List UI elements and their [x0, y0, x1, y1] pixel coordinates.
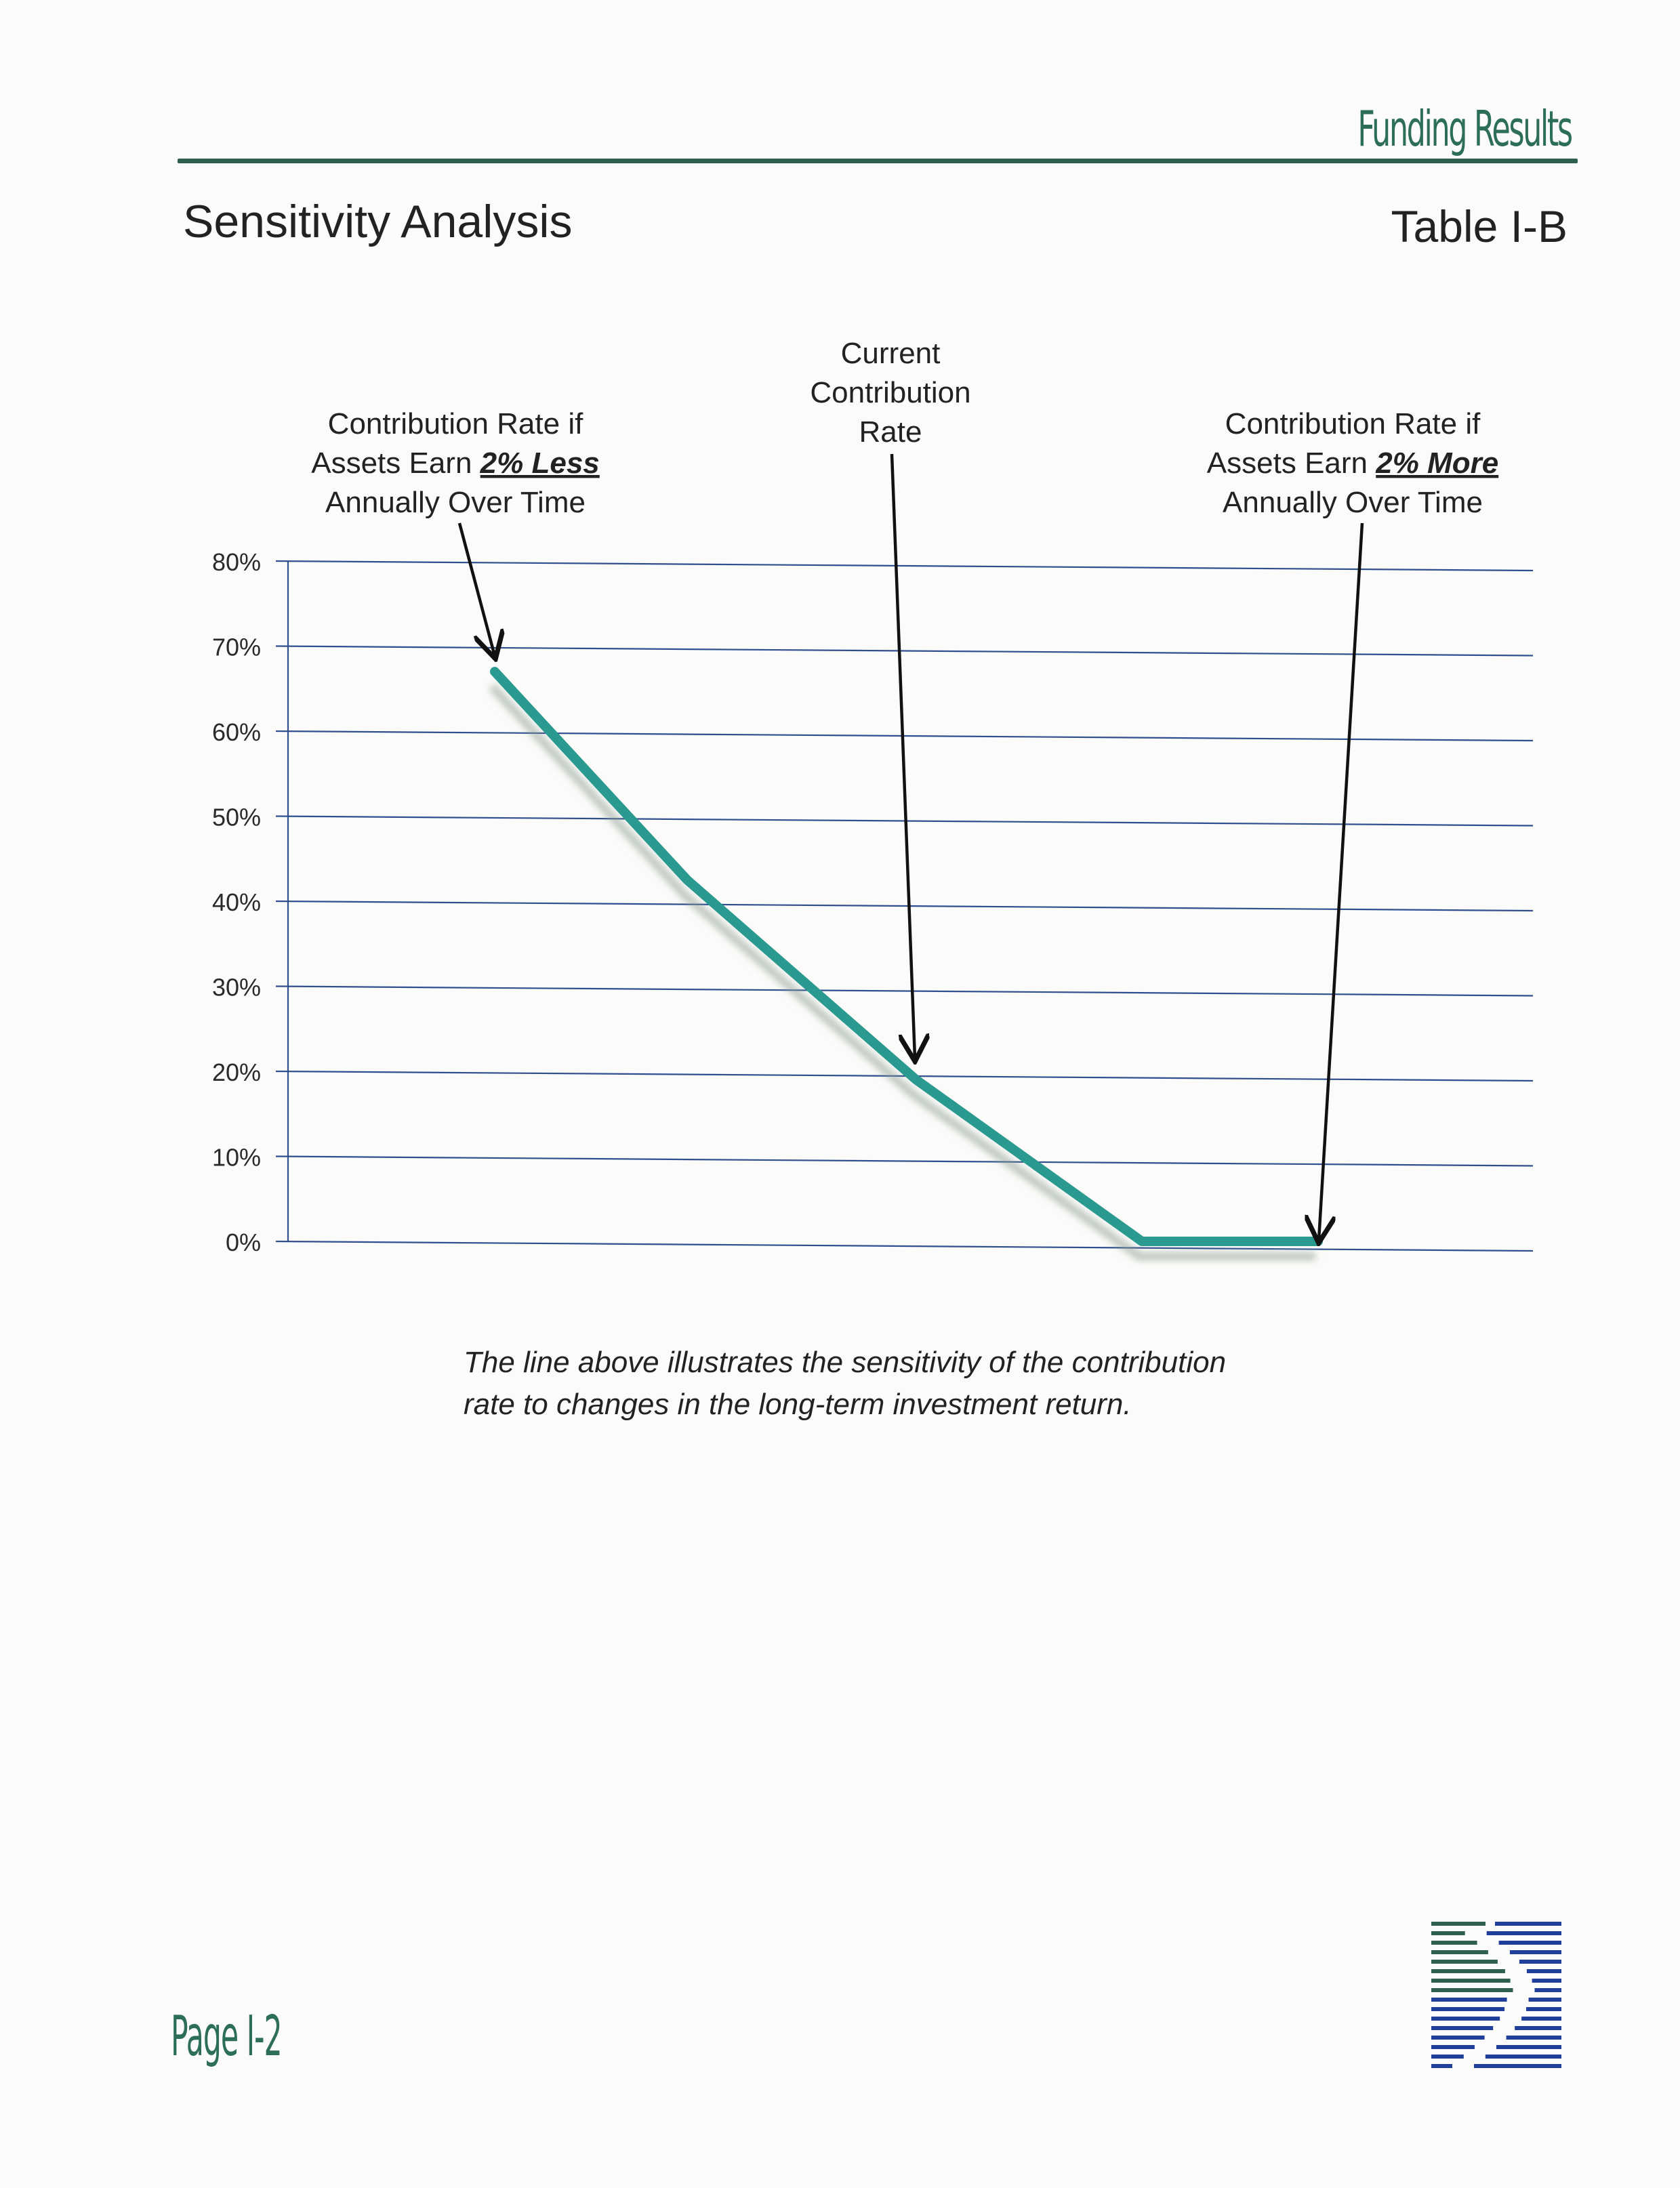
- logo-bar: [1431, 2045, 1475, 2049]
- logo-bar: [1519, 1960, 1561, 1964]
- gridline: [275, 900, 1534, 912]
- logo-bar: [1509, 1950, 1561, 1954]
- series-line: [490, 667, 1323, 1246]
- series-line-shadow: [489, 684, 1315, 1260]
- y-tick-label: 40%: [212, 888, 261, 916]
- logo-bar: [1431, 2007, 1505, 2011]
- logo-bar: [1496, 2045, 1561, 2049]
- logo-bar: [1431, 1988, 1513, 1992]
- header-rule: [178, 159, 1578, 163]
- logo-bar: [1521, 2017, 1561, 2021]
- y-tick-label: 30%: [212, 974, 261, 1002]
- annotation-arrow: [457, 522, 495, 656]
- logo-bar: [1534, 1988, 1561, 1992]
- gridline: [275, 1240, 1534, 1252]
- annotation-label: Current Contribution Rate: [810, 337, 970, 449]
- annotation-label: Contribution Rate if Assets Earn 2% Less A…: [311, 407, 600, 519]
- logo-bar: [1431, 1969, 1505, 1973]
- y-tick-label: 60%: [212, 718, 261, 746]
- logo-bar: [1528, 1998, 1561, 2002]
- gridline: [275, 985, 1534, 997]
- logo-bar: [1506, 2036, 1561, 2040]
- logo-bar: [1431, 1931, 1465, 1935]
- annotation-text: Annually Over Time: [1223, 486, 1483, 519]
- gridline: [275, 730, 1534, 742]
- data-point: [493, 669, 497, 674]
- annotation-text: Assets Earn 2% More: [1207, 447, 1498, 480]
- logo-bar: [1431, 1941, 1477, 1945]
- page-heading: Sensitivity Analysis: [183, 196, 573, 247]
- caption-line-2: rate to changes in the long-term investm…: [464, 1388, 1132, 1421]
- annotation-arrow: [890, 453, 915, 1058]
- gridline: [275, 1070, 1534, 1082]
- logo-bar: [1431, 1922, 1486, 1926]
- y-tick-label: 0%: [226, 1229, 261, 1256]
- logo-bar: [1431, 2036, 1485, 2040]
- logo-bar: [1431, 1950, 1488, 1954]
- logo-bar: [1532, 1979, 1561, 1983]
- logo-bar: [1474, 2064, 1561, 2068]
- annotation-text: Contribution Rate if: [328, 407, 583, 440]
- annotation-arrow: [1319, 522, 1364, 1240]
- annotation-text: Annually Over Time: [325, 486, 586, 519]
- annotation-text: Current: [841, 337, 941, 370]
- y-tick-label: 50%: [212, 804, 261, 831]
- section-title: Funding Results: [1357, 100, 1574, 157]
- logo-bar: [1431, 2064, 1452, 2068]
- gridline: [275, 1155, 1534, 1167]
- annotation-label: Contribution Rate if Assets Earn 2% More A…: [1207, 407, 1498, 519]
- logo-bar: [1515, 2026, 1561, 2030]
- logo-bar: [1431, 1998, 1507, 2002]
- logo-bar: [1485, 2055, 1561, 2059]
- caption-line-1: The line above illustrates the sensitivi…: [464, 1346, 1227, 1379]
- annotation-text: Assets Earn 2% Less: [311, 447, 600, 480]
- annotation-text: Contribution Rate if: [1225, 407, 1481, 440]
- logo-bar: [1431, 2026, 1494, 2030]
- logo-bar: [1526, 1969, 1561, 1973]
- gridline: [275, 645, 1534, 657]
- y-tick-label: 70%: [212, 634, 261, 661]
- data-point: [1140, 1239, 1144, 1243]
- page-number: Page I-2: [171, 2004, 283, 2069]
- gridline: [275, 560, 1534, 572]
- logo-bar: [1431, 2055, 1464, 2059]
- logo-bar: [1498, 1941, 1561, 1945]
- table-id: Table I-B: [1391, 201, 1568, 251]
- annotation-text: Rate: [859, 415, 922, 449]
- logo-bar: [1431, 1960, 1498, 1964]
- y-tick-label: 10%: [212, 1144, 261, 1172]
- company-logo: [1431, 1922, 1561, 2068]
- logo-bar: [1486, 1931, 1561, 1935]
- y-tick-label: 20%: [212, 1058, 261, 1086]
- y-tick-label: 80%: [212, 548, 261, 576]
- logo-bar: [1495, 1922, 1561, 1926]
- data-point: [914, 1077, 918, 1082]
- logo-bar: [1431, 2017, 1500, 2021]
- chart-caption: The line above illustrates the sensitivi…: [464, 1342, 1227, 1426]
- logo-bar: [1526, 2007, 1561, 2011]
- annotation-text: Contribution: [810, 376, 970, 409]
- logo-bar: [1431, 1979, 1511, 1983]
- data-point: [685, 878, 689, 882]
